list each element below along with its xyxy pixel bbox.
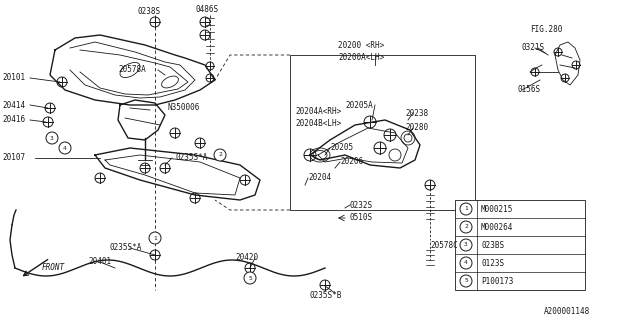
Text: 20101: 20101	[2, 74, 25, 83]
Text: 2: 2	[218, 153, 222, 157]
Text: 20204: 20204	[308, 173, 331, 182]
Text: FRONT: FRONT	[42, 263, 65, 273]
Text: 023BS: 023BS	[481, 241, 504, 250]
Text: 20280: 20280	[405, 124, 428, 132]
Circle shape	[460, 275, 472, 287]
Text: 5: 5	[464, 278, 468, 284]
Text: 20578C: 20578C	[430, 241, 458, 250]
Circle shape	[214, 149, 226, 161]
Text: 2: 2	[464, 225, 468, 229]
Bar	[455, 200, 585, 290]
Text: 0235S*A: 0235S*A	[110, 244, 142, 252]
Circle shape	[59, 142, 71, 154]
Text: M000215: M000215	[481, 204, 513, 213]
Text: 20200 <RH>: 20200 <RH>	[338, 41, 384, 50]
Circle shape	[460, 257, 472, 269]
Circle shape	[460, 203, 472, 215]
Text: 3: 3	[464, 243, 468, 247]
Text: 20107: 20107	[2, 154, 25, 163]
Text: 20238: 20238	[405, 108, 428, 117]
Text: 0232S: 0232S	[350, 201, 373, 210]
Text: M000264: M000264	[481, 222, 513, 231]
Text: 20414: 20414	[2, 100, 25, 109]
Text: 4: 4	[464, 260, 468, 266]
Text: 20206: 20206	[340, 157, 363, 166]
Text: N350006: N350006	[168, 103, 200, 113]
Text: 0235S*A: 0235S*A	[175, 154, 207, 163]
Text: 0235S*B: 0235S*B	[310, 291, 342, 300]
Text: 20205A: 20205A	[345, 100, 372, 109]
Text: 0510S: 0510S	[350, 213, 373, 222]
Text: 20205: 20205	[330, 143, 353, 153]
Text: 20204A<RH>: 20204A<RH>	[295, 108, 341, 116]
Text: A200001148: A200001148	[544, 308, 590, 316]
Text: 20420: 20420	[235, 253, 258, 262]
Circle shape	[149, 232, 161, 244]
Text: 0486S: 0486S	[196, 5, 219, 14]
Text: 0123S: 0123S	[481, 259, 504, 268]
Bar	[290, 55, 475, 210]
Text: 0156S: 0156S	[518, 85, 541, 94]
Circle shape	[46, 132, 58, 144]
Text: 20200A<LH>: 20200A<LH>	[338, 53, 384, 62]
Text: 20401: 20401	[88, 258, 111, 267]
Text: 4: 4	[63, 146, 67, 150]
Text: 20578A: 20578A	[118, 66, 146, 75]
Text: 0321S: 0321S	[522, 44, 545, 52]
Circle shape	[460, 221, 472, 233]
Text: 0238S: 0238S	[138, 7, 161, 17]
Circle shape	[244, 272, 256, 284]
Text: 20204B<LH>: 20204B<LH>	[295, 119, 341, 129]
Text: 1: 1	[464, 206, 468, 212]
Circle shape	[460, 239, 472, 251]
Text: 3: 3	[50, 135, 54, 140]
Text: 1: 1	[153, 236, 157, 241]
Text: 20416: 20416	[2, 116, 25, 124]
Text: FIG.280: FIG.280	[530, 26, 563, 35]
Text: 5: 5	[248, 276, 252, 281]
Text: P100173: P100173	[481, 276, 513, 285]
